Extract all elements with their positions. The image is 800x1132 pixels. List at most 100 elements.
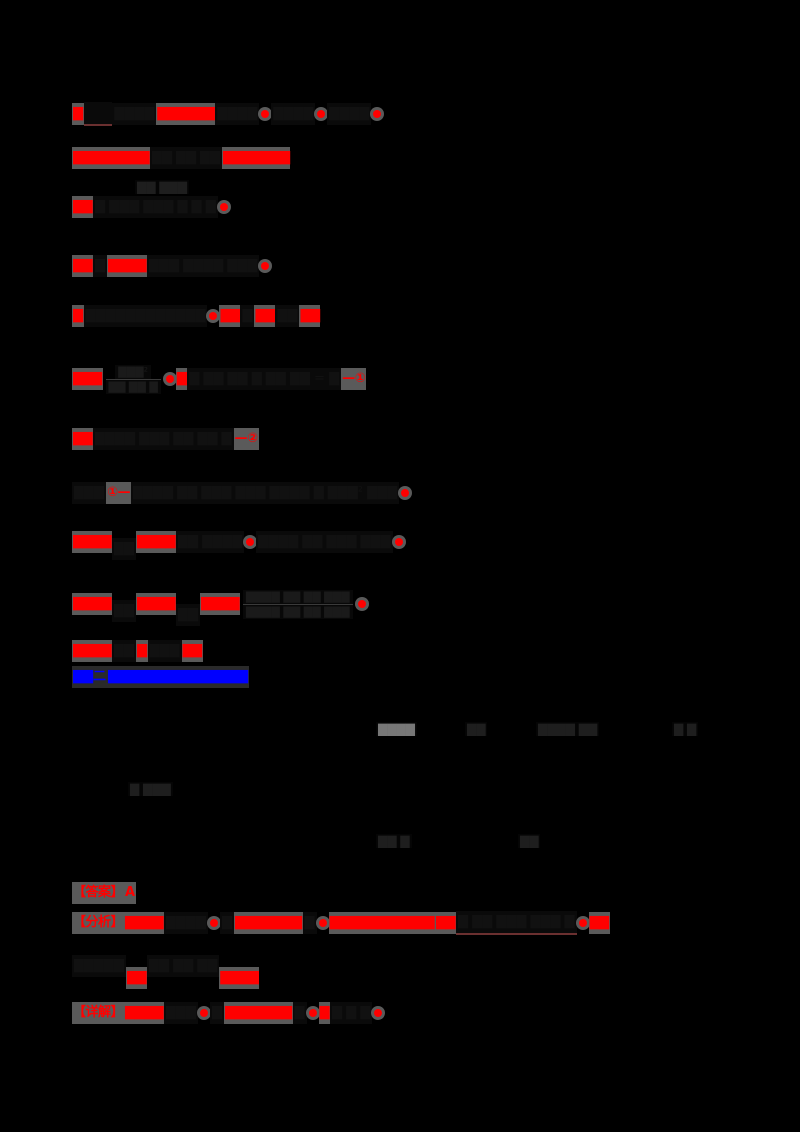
math-subscript: ▇▇: [176, 604, 200, 626]
highlighted-text: ▇▇: [126, 967, 147, 989]
red-dot-marker: [246, 538, 255, 546]
text-line-1: ▇ ▇▇▇▇ ▇▇▇▇▇▇ ▇▇▇▇ ▇▇▇▇ ▇▇▇▇: [72, 102, 383, 126]
highlighted-text: ▇▇▇▇▇▇▇▇: [72, 147, 150, 169]
math-fragment: ▇▇▇: [147, 640, 182, 662]
highlighted-text: ▇▇▇▇▇▇: [156, 103, 216, 125]
analysis-line: 【分析】 ▇▇▇▇ ▇▇▇▇ ▇ ▇▇▇▇▇▇▇ ▇ ▇▇▇▇▇▇▇▇▇▇▇ ▇…: [72, 911, 610, 935]
highlighted-text: ▇▇▇▇▇▇▇: [224, 1002, 293, 1024]
math-fragment: ▇▇▇▇: [327, 103, 372, 125]
math-fragment: ▇▇ ▇▇▇▇: [176, 531, 245, 553]
highlighted-text: ▇▇: [434, 912, 456, 934]
text-line-8: ▇▇▇ ①— ▇▇▇▇ ▇▇ ▇▇▇ ▇▇▇ ▇▇▇▇ ▇ ▇▇▇² ▇▇▇: [72, 482, 411, 504]
highlighted-text: ▇▇▇▇: [72, 531, 112, 553]
highlighted-text: ▇: [318, 1002, 330, 1024]
highlighted-text: ▇▇: [181, 640, 203, 662]
figure-label: ▇▇: [465, 722, 488, 736]
solution-line: 【详解】 ▇▇▇▇ ▇▇▇ ▇ ▇▇▇▇▇▇▇ ▇ ▇ ▇ ▇ ▇: [72, 1002, 384, 1024]
math-fragment: ▇▇▇▇: [215, 103, 260, 125]
text-line-3: ▇▇ ▇ ▇▇▇ ▇▇▇ ▇ ▇ ▇: [72, 196, 230, 218]
fraction-bar: [105, 378, 161, 380]
text-line-9: ▇▇▇▇ ▇▇ ▇▇▇▇ ▇▇ ▇▇▇▇ ▇▇▇▇ ▇▇ ▇▇▇ ▇▇▇: [72, 531, 405, 560]
red-dot-marker: [357, 600, 366, 608]
red-dot-marker: [308, 1009, 317, 1017]
numerator: ▇▇▇▇ ▇▇ ▇▇ ▇▇▇: [243, 589, 353, 604]
section-header: ▇▇二 ▇▇▇▇▇▇▇▇▇▇▇▇▇▇: [72, 666, 249, 688]
math-fragment: ▇ ▇ ▇: [330, 1002, 373, 1024]
red-dot-marker: [394, 538, 403, 546]
math-fragment: ▇▇▇▇: [164, 912, 209, 934]
red-dot-marker: [200, 1009, 209, 1017]
math-fragment: ▇: [302, 912, 317, 934]
highlighted-text: ▇: [175, 368, 188, 390]
highlighted-text: ▇▇: [72, 196, 93, 218]
denominator: ▇▇ ▇▇ ▇: [105, 379, 161, 394]
figure-label: ▇ ▇▇▇: [128, 782, 173, 796]
numerator: ▇▇▇²: [115, 364, 152, 379]
highlighted-text: —②: [233, 428, 259, 450]
math-fragment: ▇▇▇▇▇▇▇▇▇▇▇▇: [83, 305, 208, 327]
red-dot-marker: [317, 110, 326, 118]
math-fragment: ▇: [93, 255, 107, 277]
math-fragment: ▇: [220, 912, 235, 934]
highlighted-text: ▇▇▇▇: [72, 640, 112, 662]
math-superscript: ▇▇ ▇▇▇: [135, 180, 189, 194]
math-fragment: ▇▇: [173, 147, 198, 169]
red-dot-marker: [578, 919, 587, 927]
math-fragment: ▇: [240, 305, 255, 327]
figure-label: ▇▇▇▇ ▇▇: [536, 722, 600, 736]
red-dot-marker: [210, 919, 219, 927]
text-line-6: ▇▇▇ ▇▇▇² ▇▇ ▇▇ ▇ ▇ ▇ ▇▇ ▇▇ ▇ ▇▇ ▇▇ = ▇ —…: [72, 364, 367, 394]
highlighted-text: ▇▇▇▇: [72, 593, 112, 615]
math-fragment: ▇▇ ▇▇ ▇▇: [147, 955, 220, 977]
text-line-2: ▇▇▇▇▇▇▇▇ ▇▇ ▇▇ ▇▇ ▇▇▇▇▇▇▇: [72, 147, 291, 169]
highlighted-text: ▇▇: [72, 428, 93, 450]
fraction: ▇▇▇▇ ▇▇ ▇▇ ▇▇▇ ▇▇▇▇ ▇▇ ▇▇ ▇▇▇: [243, 589, 353, 619]
math-blank: [83, 102, 113, 126]
math-fragment: ▇▇: [197, 147, 222, 169]
highlighted-text: ▇: [72, 103, 84, 125]
red-dot-marker: [165, 375, 174, 383]
highlighted-text: ▇▇▇▇: [124, 1002, 165, 1024]
text-line-7: ▇▇ ▇▇▇▇ ▇▇▇ ▇▇ ▇▇ ▇ —②: [72, 428, 259, 450]
highlighted-text: ▇▇▇▇: [136, 531, 176, 553]
highlighted-text: ▇▇▇▇: [219, 967, 260, 989]
solution-label: 【详解】: [72, 1002, 125, 1024]
math-fragment: ▇▇: [112, 640, 136, 662]
section-prefix: ▇▇二: [72, 666, 107, 688]
math-subscript: ▇▇: [112, 538, 136, 560]
text-line-4: ▇▇ ▇ ▇▇▇▇ ▇▇▇ ▇▇▇▇ ▇▇▇: [72, 255, 271, 277]
highlighted-text: ▇▇: [588, 912, 610, 934]
math-fragment: ▇ ▇▇ ▇▇ ▇ ▇▇ ▇▇ = ▇: [187, 368, 342, 390]
math-subscript: ▇▇: [112, 600, 136, 622]
red-dot-marker: [261, 262, 270, 270]
fraction: ▇▇▇² ▇▇ ▇▇ ▇: [105, 364, 161, 394]
math-fragment: ▇ ▇▇▇ ▇▇▇ ▇ ▇ ▇: [93, 196, 218, 218]
math-fragment: ▇ ▇▇ ▇▇▇ ▇▇▇ ▇: [455, 911, 577, 935]
highlighted-text: ▇▇: [299, 305, 321, 327]
math-fragment: ▇▇: [149, 147, 174, 169]
highlighted-text: ▇▇: [219, 305, 241, 327]
fraction-bar: [243, 603, 353, 605]
red-dot-marker: [219, 203, 228, 211]
red-dot-marker: [374, 1009, 383, 1017]
highlighted-text: ▇▇▇▇▇▇▇: [234, 912, 303, 934]
math-fragment: ▇▇▇: [164, 1002, 199, 1024]
highlighted-text: ▇▇▇▇: [107, 255, 147, 277]
math-fragment: ▇▇▇ ▇▇▇▇ ▇▇▇: [147, 255, 260, 277]
red-dot-marker: [401, 489, 410, 497]
math-fragment: ▇▇▇▇: [112, 103, 157, 125]
highlighted-text: ▇▇▇▇: [136, 593, 176, 615]
highlighted-text: ▇▇: [254, 305, 276, 327]
red-dot-marker: [373, 110, 382, 118]
text-line-10: ▇▇▇▇ ▇▇ ▇▇▇▇ ▇▇ ▇▇▇▇ ▇▇▇▇ ▇▇ ▇▇ ▇▇▇ ▇▇▇▇…: [72, 589, 368, 626]
figure-label: ▇▇ ▇: [376, 834, 412, 848]
math-fragment: ▇▇▇▇ ▇▇▇ ▇▇ ▇▇ ▇: [93, 428, 234, 450]
red-dot-marker: [261, 110, 270, 118]
highlighted-text: ▇: [136, 640, 148, 662]
highlighted-text: —①: [341, 368, 367, 390]
answer-value: A: [124, 882, 136, 904]
figure-label: ▇▇▇▇: [376, 722, 417, 736]
red-dot-marker: [209, 312, 218, 320]
analysis-line-2: ▇▇▇▇▇ ▇▇ ▇▇ ▇▇ ▇▇ ▇▇▇▇: [72, 955, 260, 989]
text-line-11: ▇▇▇▇ ▇▇ ▇ ▇▇▇ ▇▇: [72, 640, 203, 662]
